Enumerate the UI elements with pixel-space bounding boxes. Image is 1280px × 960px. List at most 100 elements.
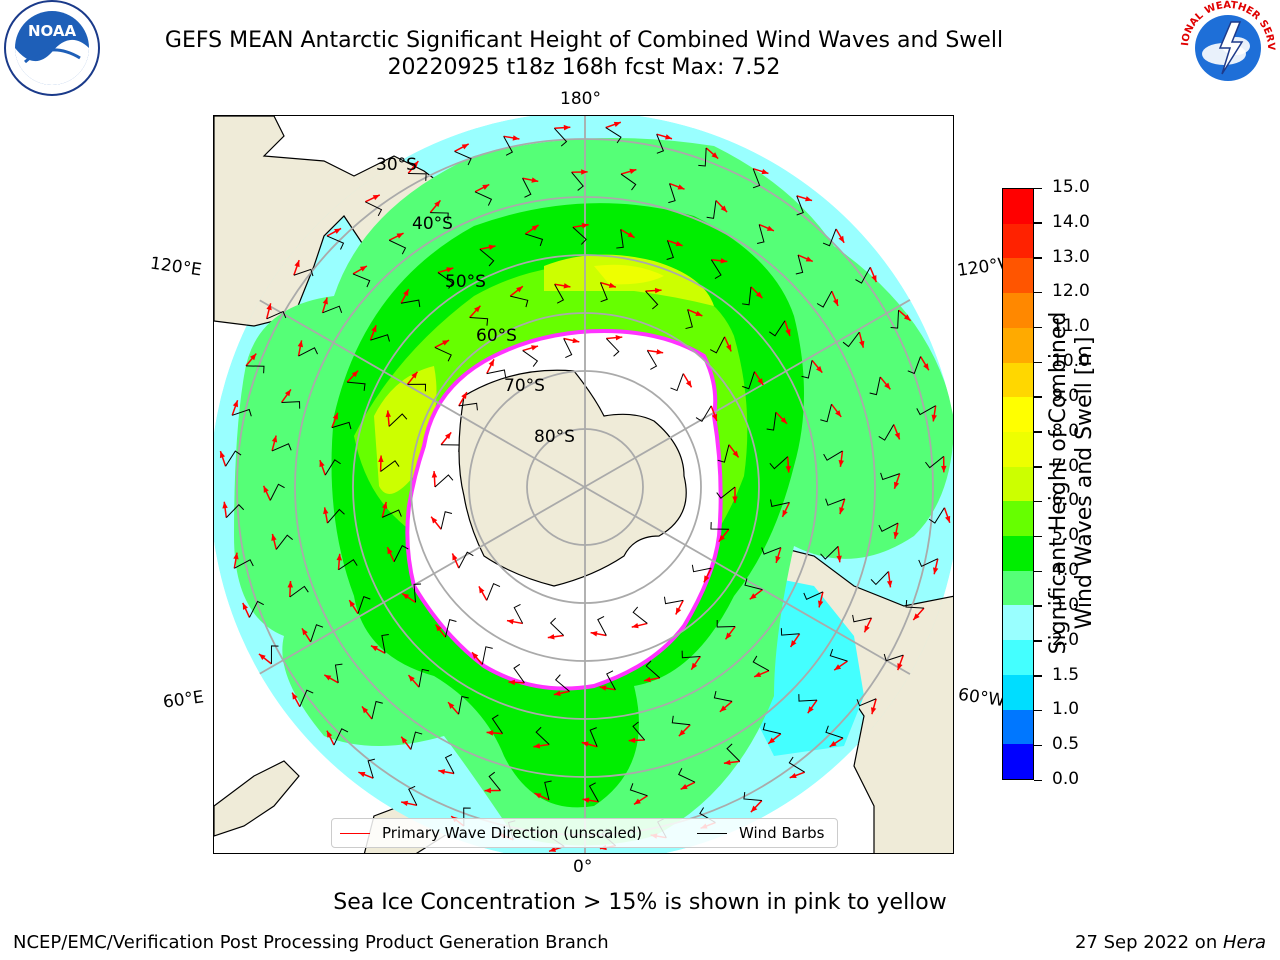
wind-barb [770, 499, 790, 507]
wave-arrow [554, 124, 571, 131]
wind-barb [691, 564, 712, 573]
colorbar-segment [1003, 501, 1033, 537]
lon-label-60e: 60°E [161, 687, 206, 713]
wind-barb [234, 559, 254, 569]
wind-barbs [225, 127, 945, 847]
wave-arrow [838, 450, 844, 467]
wind-barb [816, 290, 833, 308]
wind-barb [670, 373, 684, 392]
lat-label-30s: 30°S [376, 155, 417, 175]
wind-barb [905, 599, 925, 609]
wave-arrow [287, 580, 293, 598]
wave-arrow [385, 410, 392, 427]
wave-arrow [321, 297, 328, 314]
noaa-logo: NOAA [0, 0, 104, 100]
wind-barb [616, 229, 624, 249]
wind-barb [245, 365, 265, 374]
wave-arrow [581, 741, 598, 748]
wind-barb [371, 700, 383, 720]
wind-barb [444, 754, 455, 774]
wave-arrow [912, 607, 925, 621]
colorbar-tick-label: 5.0 [1052, 525, 1080, 546]
wave-arrow [486, 730, 503, 736]
wave-arrow [346, 370, 359, 383]
colorbar-segment [1003, 258, 1033, 294]
wind-barb [829, 648, 848, 662]
wave-arrow [474, 183, 490, 193]
wind-barb [400, 299, 421, 308]
wave-arrow [400, 736, 412, 750]
wind-barb [327, 508, 345, 524]
wave-arrow [807, 699, 818, 714]
wind-barb [381, 633, 389, 654]
wave-arrow [669, 182, 685, 190]
wave-arrow [326, 227, 342, 237]
wind-barb [544, 780, 552, 801]
colorbar-tick-mark [1034, 500, 1042, 503]
wave-band-6m [374, 254, 714, 494]
wave-arrow [789, 771, 805, 779]
colorbar-tick-mark [1034, 640, 1042, 642]
wave-arrow [789, 633, 801, 648]
wave-arrow [503, 135, 520, 141]
wind-barb [825, 725, 844, 739]
wind-barb [710, 522, 729, 530]
wave-arrow [331, 412, 339, 428]
wind-barb [334, 663, 343, 683]
colorbar-tick-mark [1034, 431, 1042, 433]
wind-barb [798, 694, 818, 702]
wind-barb [510, 295, 529, 308]
colorbar-tick-label: 7.0 [1052, 455, 1080, 476]
colorbar-tick-mark [1034, 570, 1042, 573]
colorbar-tick-mark [1034, 605, 1042, 607]
colorbar-segment [1003, 744, 1033, 779]
wind-barb [370, 334, 390, 342]
colorbar-tick-label: 1.0 [1052, 699, 1080, 720]
wind-barb [709, 336, 726, 354]
wind-barb [645, 660, 661, 679]
wave-arrow [434, 339, 450, 349]
wind-barb-swatch [697, 833, 727, 834]
wave-arrow [388, 232, 404, 241]
colorbar-tick-mark [1034, 709, 1042, 712]
wave-arrow [435, 624, 447, 638]
wave-arrow [775, 547, 782, 564]
wind-barb [324, 459, 341, 476]
colorbar-label-line2: Wind Waves and Swell [m] [1072, 336, 1097, 630]
wind-barb [632, 606, 648, 624]
wave-arrow [784, 320, 791, 337]
graticule [214, 116, 953, 853]
colorbar-tick-label: 13.0 [1052, 246, 1090, 267]
colorbar-tick-label: 14.0 [1052, 211, 1090, 232]
wind-barb [600, 282, 608, 303]
wind-barb [225, 504, 245, 518]
wave-arrow [796, 195, 813, 202]
wind-barb [825, 498, 845, 506]
footer-machine: Hera [1222, 932, 1266, 953]
colorbar-segment [1003, 570, 1033, 606]
wave-arrow [326, 730, 335, 746]
lon-label-180: 180° [560, 89, 601, 109]
wave-arrow [606, 334, 623, 341]
footer-date: 27 Sep 2022 on Hera [1075, 932, 1266, 953]
wave-arrow [458, 391, 468, 407]
wind-barb [289, 585, 309, 598]
wind-barb [299, 689, 314, 707]
wind-barb [434, 346, 452, 362]
wave-arrow [817, 591, 824, 608]
wave-arrow [941, 456, 947, 473]
wave-arrow [715, 199, 728, 213]
wave-arrow [753, 670, 770, 678]
wind-barb [605, 127, 622, 144]
wave-arrow [451, 553, 460, 569]
wave-arrow [484, 787, 501, 794]
wave-arrow [758, 223, 775, 232]
wind-barb [589, 727, 598, 747]
wind-barb [367, 758, 376, 779]
wind-barb [762, 722, 781, 735]
wind-barb [606, 670, 616, 690]
wind-barb [632, 721, 646, 741]
colorbar-segment [1003, 640, 1033, 675]
wave-arrow [509, 285, 524, 297]
wind-barb [726, 743, 741, 762]
